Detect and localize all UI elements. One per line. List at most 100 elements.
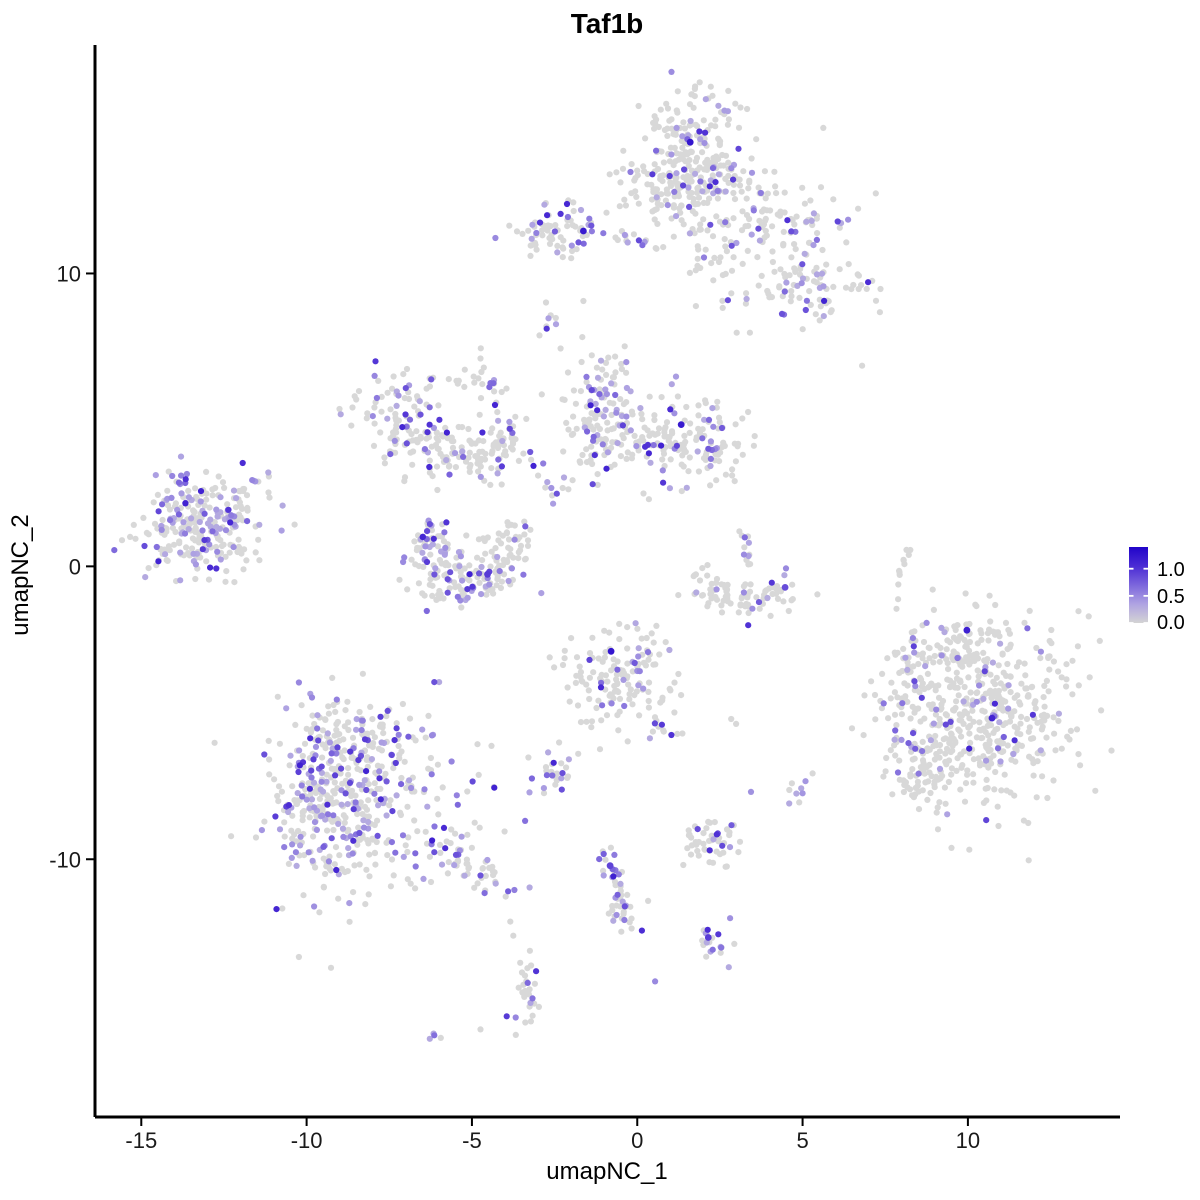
data-point: [813, 271, 821, 278]
data-point: [375, 802, 382, 809]
data-point: [728, 715, 735, 723]
data-point: [942, 735, 949, 742]
data-point: [863, 285, 870, 292]
data-point: [933, 706, 940, 713]
data-point: [718, 609, 726, 616]
data-point: [654, 220, 661, 227]
data-point: [712, 179, 719, 186]
data-point: [984, 745, 991, 752]
data-point: [423, 840, 431, 847]
data-point: [496, 562, 503, 569]
data-point: [673, 442, 681, 449]
data-point: [950, 634, 958, 641]
data-point: [506, 222, 513, 229]
data-point: [756, 217, 763, 224]
data-point: [183, 544, 190, 551]
data-point: [931, 756, 939, 763]
data-point: [709, 946, 716, 953]
data-point: [310, 756, 317, 763]
data-point: [623, 369, 630, 376]
data-point: [728, 290, 735, 297]
data-point: [588, 352, 595, 359]
data-point: [426, 853, 433, 860]
data-point: [992, 631, 999, 638]
data-point: [594, 471, 601, 478]
data-point: [706, 183, 713, 190]
data-point: [169, 472, 176, 480]
data-point: [402, 842, 409, 849]
data-point: [688, 148, 695, 156]
data-point: [356, 781, 363, 789]
data-point: [616, 636, 623, 643]
data-point: [281, 819, 288, 826]
data-point: [905, 740, 912, 747]
data-point: [578, 358, 585, 366]
data-point: [625, 681, 632, 688]
data-point: [699, 592, 707, 599]
data-point: [670, 162, 677, 169]
data-point: [305, 780, 312, 787]
data-point: [225, 506, 232, 513]
data-point: [957, 786, 964, 793]
data-point: [799, 326, 806, 333]
data-point: [232, 504, 240, 511]
data-point: [417, 433, 424, 440]
data-point: [948, 771, 955, 778]
data-point: [429, 837, 436, 844]
data-point: [419, 534, 426, 541]
data-point: [929, 701, 936, 708]
data-point: [413, 428, 420, 435]
data-point: [658, 202, 665, 209]
data-point: [342, 814, 349, 821]
data-point: [668, 125, 675, 132]
data-point: [356, 861, 363, 868]
data-point: [433, 463, 441, 470]
data-point: [574, 702, 582, 709]
data-point: [476, 579, 483, 587]
data-point: [649, 728, 657, 735]
data-point: [299, 812, 306, 820]
data-point: [735, 145, 742, 152]
data-point: [436, 841, 444, 849]
data-point: [619, 165, 627, 172]
data-point: [681, 150, 689, 157]
data-point: [957, 711, 964, 719]
data-point: [330, 826, 337, 834]
data-point: [694, 847, 701, 855]
data-point: [219, 479, 227, 486]
data-point: [769, 248, 776, 255]
data-point: [704, 562, 711, 569]
data-point: [699, 188, 706, 195]
data-point: [190, 507, 197, 514]
data-point: [909, 703, 916, 710]
data-point: [390, 373, 397, 380]
data-point: [799, 184, 806, 191]
data-point: [678, 488, 685, 495]
data-point: [554, 242, 561, 249]
data-point: [344, 868, 351, 875]
data-point: [597, 684, 605, 691]
data-point: [614, 236, 621, 244]
data-point: [353, 716, 360, 723]
data-point: [942, 711, 949, 718]
data-point: [1048, 626, 1055, 634]
data-point: [900, 645, 907, 653]
data-point: [474, 741, 481, 748]
data-point: [725, 87, 732, 94]
data-point: [597, 357, 605, 364]
data-point: [613, 671, 621, 678]
data-point: [601, 654, 609, 661]
data-point: [324, 811, 332, 818]
data-point: [836, 224, 843, 231]
data-point: [645, 679, 653, 686]
data-point: [570, 387, 578, 394]
data-point: [618, 360, 625, 368]
data-point: [141, 542, 148, 550]
data-point: [233, 495, 240, 502]
data-point: [1039, 773, 1046, 780]
data-point: [797, 266, 804, 273]
data-point: [371, 780, 378, 787]
data-point: [306, 805, 313, 812]
data-point: [668, 68, 675, 75]
data-point: [616, 695, 624, 703]
